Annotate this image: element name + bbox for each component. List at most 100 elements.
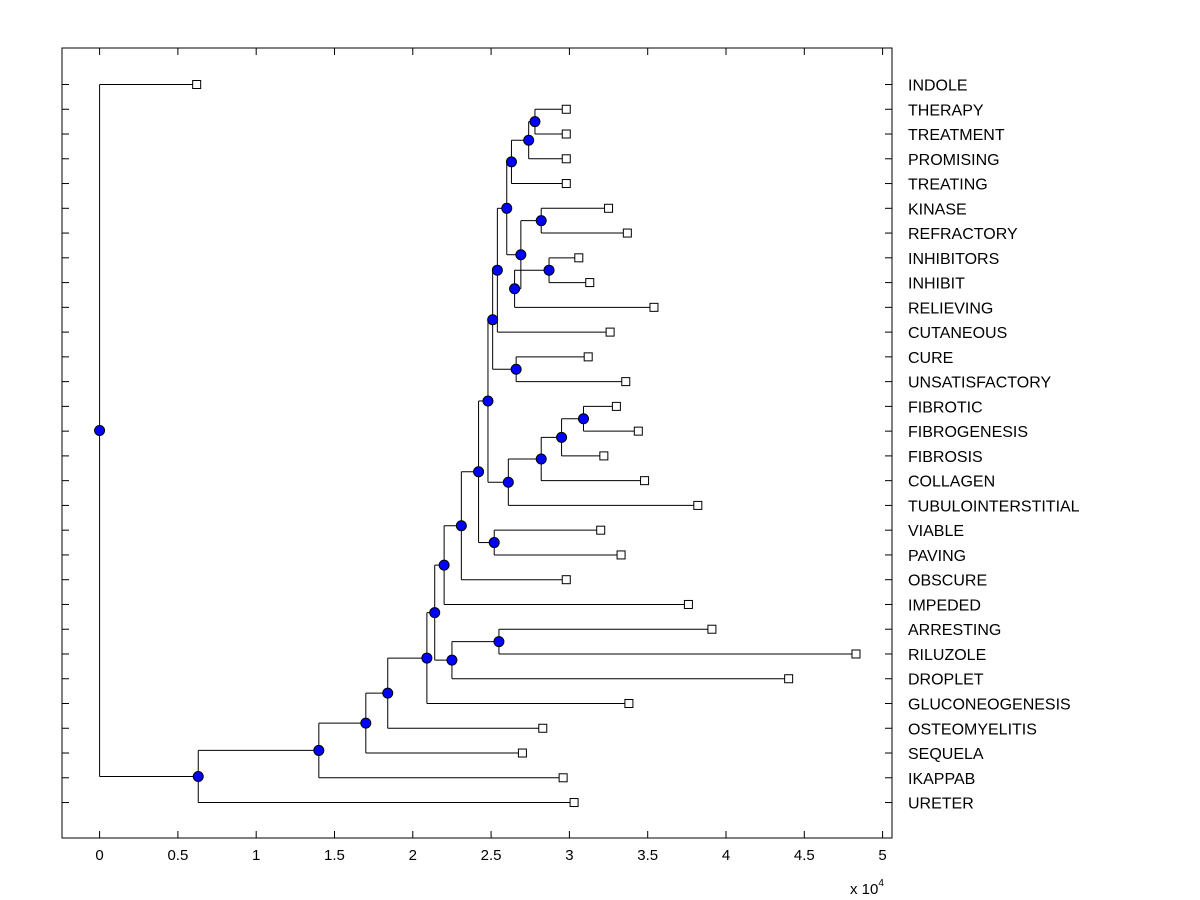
leaf-label: TREATMENT (908, 127, 1005, 144)
x-tick-label: 5 (878, 847, 886, 864)
merge-node-p (482, 395, 494, 407)
dendrogram-branches (99, 84, 856, 804)
leaf-label: PAVING (908, 548, 966, 565)
merge-node-r (473, 466, 485, 478)
leaf-label: THERAPY (908, 102, 984, 119)
merge-node-l (577, 413, 589, 425)
x-tick-label: 1 (252, 847, 260, 864)
x-axis-ticks: 0 0.5 1 1.5 2 2.5 3 3.5 4 4.5 5 (95, 48, 887, 864)
x-tick-label: 2.5 (481, 847, 502, 864)
leaf-label: FIBROGENESIS (908, 424, 1028, 441)
merge-node-g (515, 249, 527, 261)
leaf-markers (192, 80, 861, 808)
leaf-marker (784, 674, 794, 684)
leaf-label: TREATING (908, 177, 988, 194)
leaf-marker (693, 500, 703, 510)
x-tick-label: 4 (722, 847, 730, 864)
merge-node-v (446, 654, 458, 666)
leaf-marker (640, 476, 650, 486)
leaf-marker (596, 525, 606, 535)
leaf-label: COLLAGEN (908, 474, 995, 491)
merge-node-y (382, 687, 394, 699)
x-multiplier-base: x 10 (850, 881, 878, 898)
leaf-marker (538, 723, 548, 733)
leaf-marker (561, 575, 571, 585)
x-tick-label: 0 (95, 847, 103, 864)
merge-node-e (543, 264, 555, 276)
leaf-label: UNSATISFACTORY (908, 375, 1051, 392)
leaf-label: FIBROSIS (908, 449, 983, 466)
leaf-label: IMPEDED (908, 597, 981, 614)
leaf-marker (624, 699, 634, 708)
leaf-label: SEQUELA (908, 746, 984, 763)
merge-node-n (535, 453, 547, 465)
merge-node-t (438, 559, 450, 571)
x-tick-label: 3 (565, 847, 573, 864)
y-axis-ticks (62, 84, 892, 804)
leaf-label: INHIBITORS (908, 251, 999, 268)
merge-node-u (493, 636, 505, 648)
leaf-marker (561, 129, 571, 139)
merge-node-q (488, 537, 500, 549)
leaf-label: OBSCURE (908, 573, 987, 590)
merge-node-d (535, 215, 547, 227)
leaf-marker (604, 203, 614, 213)
leaf-marker (851, 649, 861, 659)
x-tick-label: 3.5 (637, 847, 658, 864)
leaf-marker (517, 748, 527, 758)
leaf-marker (569, 798, 579, 808)
x-tick-label: 4.5 (794, 847, 815, 864)
x-multiplier-exponent: 4 (878, 878, 884, 889)
leaf-marker (558, 773, 568, 783)
x-axis-multiplier: x 104 (850, 878, 884, 898)
leaf-label: PROMISING (908, 152, 1000, 169)
leaf-label: RELIEVING (908, 300, 993, 317)
leaf-marker (561, 154, 571, 164)
merge-node-i (491, 264, 503, 276)
leaf-marker (605, 327, 615, 337)
leaf-label: CUTANEOUS (908, 325, 1007, 342)
leaf-marker (683, 599, 693, 609)
merge-node-aa (313, 744, 325, 756)
leaf-label: INDOLE (908, 78, 968, 95)
leaf-marker (649, 302, 659, 312)
merge-node-j (510, 363, 522, 375)
leaf-label: INHIBIT (908, 276, 965, 293)
leaf-marker (561, 179, 571, 189)
merge-node-f (509, 283, 521, 295)
leaf-marker (616, 550, 626, 560)
leaf-label: VIABLE (908, 523, 964, 540)
leaf-label: URETER (908, 796, 974, 813)
merge-node-s (455, 520, 467, 532)
merge-nodes (94, 116, 589, 782)
leaf-marker (621, 377, 631, 387)
leaf-label: OSTEOMYELITIS (908, 721, 1037, 738)
leaf-label: ARRESTING (908, 622, 1001, 639)
merge-node-h (501, 202, 513, 214)
x-tick-label: 0.5 (167, 847, 188, 864)
x-tick-label: 2 (409, 847, 417, 864)
merge-node-c (505, 156, 517, 168)
leaf-marker (585, 278, 595, 288)
leaf-label: KINASE (908, 201, 967, 218)
merge-node-root (94, 424, 106, 436)
leaf-marker (707, 624, 717, 634)
merge-node-b (523, 134, 535, 146)
merge-node-ab (192, 770, 204, 782)
merge-node-x (421, 652, 433, 664)
leaf-label: REFRACTORY (908, 226, 1018, 243)
leaf-label: FIBROTIC (908, 399, 983, 416)
merge-node-m (556, 431, 568, 443)
leaf-marker (192, 80, 202, 89)
leaf-marker (599, 451, 609, 461)
merge-node-a (529, 116, 541, 128)
merge-node-o (502, 476, 514, 488)
leaf-label: DROPLET (908, 672, 984, 689)
leaf-marker (561, 104, 571, 114)
merge-node-k (487, 314, 499, 326)
leaf-marker (611, 401, 621, 411)
leaf-label: CURE (908, 350, 953, 367)
leaf-marker (622, 228, 632, 238)
leaf-label: GLUCONEOGENESIS (908, 697, 1071, 714)
